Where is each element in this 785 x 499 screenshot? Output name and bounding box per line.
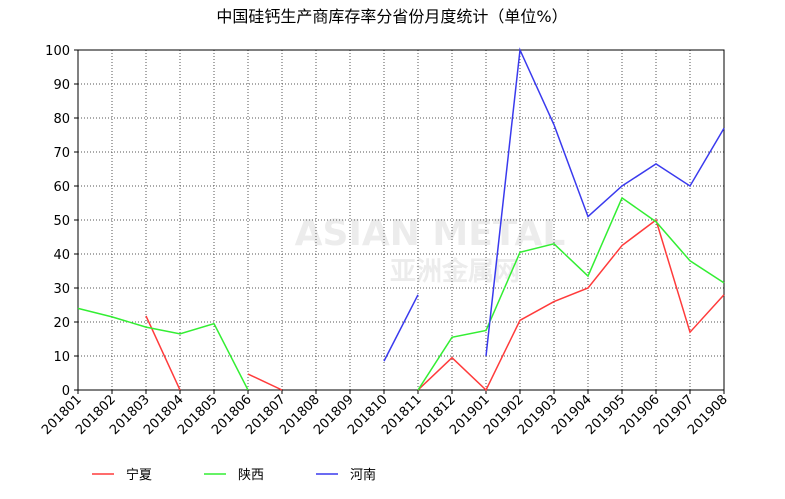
y-tick-label: 50 — [53, 214, 70, 229]
plot-frame — [77, 49, 725, 391]
y-tick-label: 40 — [53, 248, 70, 263]
line-series — [485, 47, 725, 357]
y-tick-label: 10 — [53, 350, 70, 365]
legend-label: 陕西 — [238, 468, 264, 483]
y-tick-label: 0 — [62, 384, 70, 399]
y-tick-label: 30 — [53, 282, 70, 297]
line-series — [247, 373, 283, 391]
legend-label: 河南 — [350, 467, 376, 483]
line-series — [417, 218, 725, 392]
line-series — [417, 196, 725, 391]
y-tick-label: 90 — [53, 78, 70, 93]
watermark: ASIAN METAL — [295, 213, 566, 254]
line-series — [77, 307, 249, 391]
watermark: 亚洲金属网 — [390, 256, 520, 287]
line-series — [145, 315, 181, 391]
y-tick-label: 100 — [45, 44, 70, 59]
y-tick-label: 80 — [53, 112, 70, 127]
chart-title: 中国硅钙生产商库存率分省份月度统计（单位%） — [216, 7, 567, 26]
line-series — [383, 294, 419, 362]
y-tick-label: 60 — [53, 180, 70, 195]
y-tick-label: 20 — [53, 316, 70, 331]
y-tick-label: 70 — [53, 146, 70, 161]
legend-label: 宁夏 — [126, 467, 152, 483]
